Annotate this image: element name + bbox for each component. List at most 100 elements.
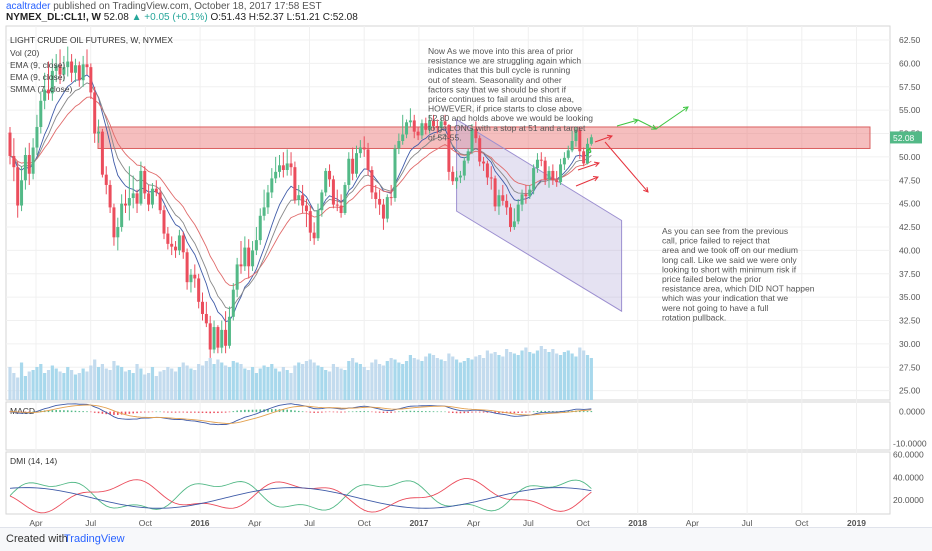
candle-body xyxy=(512,221,516,228)
macd-histogram-bar xyxy=(267,409,269,413)
candle-body xyxy=(251,250,255,267)
candle-body xyxy=(401,134,405,142)
volume-bar xyxy=(170,368,174,400)
macd-histogram-bar xyxy=(213,411,215,414)
candle-body xyxy=(16,167,20,206)
macd-histogram-bar xyxy=(374,411,377,413)
macd-histogram-bar xyxy=(47,410,50,413)
candle-body xyxy=(582,151,586,164)
volume-bar xyxy=(585,355,590,400)
macd-histogram-bar xyxy=(286,409,288,413)
candle-body xyxy=(62,67,66,75)
candle-body xyxy=(278,165,281,172)
volume-bar xyxy=(231,361,235,400)
macd-histogram-bar xyxy=(536,411,539,413)
volume-bar xyxy=(96,367,101,400)
macd-histogram-bar xyxy=(321,411,323,413)
volume-bar xyxy=(81,368,85,400)
legend-entry: SMMA (7, close) xyxy=(10,84,73,94)
dmi-plus-line xyxy=(9,479,592,512)
volume-bar xyxy=(385,361,389,400)
volume-bar xyxy=(493,352,497,400)
footer: Created with TradingView xyxy=(0,527,932,551)
macd-histogram-bar xyxy=(324,411,327,413)
volume-bar xyxy=(374,359,378,400)
price-tick-label: 37.50 xyxy=(899,269,921,279)
volume-bar xyxy=(104,368,108,400)
candle-body xyxy=(447,125,451,172)
candle-body xyxy=(220,329,224,348)
ema-line xyxy=(9,74,592,323)
candle-body xyxy=(405,122,409,135)
candle-body xyxy=(212,327,216,350)
volume-bar xyxy=(27,371,31,400)
macd-histogram-bar xyxy=(486,411,489,413)
volume-bar xyxy=(200,365,205,400)
volume-bar xyxy=(397,362,401,400)
candle-body xyxy=(293,167,297,200)
macd-histogram-bar xyxy=(482,411,485,413)
created-with: Created with xyxy=(6,533,68,545)
candle-body xyxy=(439,121,443,128)
candle-body xyxy=(97,131,101,134)
candle-body xyxy=(12,155,16,168)
macd-histogram-bar xyxy=(425,411,427,413)
macd-histogram-bar xyxy=(178,411,181,413)
candle-body xyxy=(147,193,151,205)
macd-pane-frame xyxy=(5,401,891,451)
tradingview-logo[interactable]: TradingView xyxy=(64,533,125,545)
candle-body xyxy=(470,128,474,152)
volume-bar xyxy=(297,362,301,400)
macd-signal-line xyxy=(9,404,592,424)
author-link[interactable]: acaltrader xyxy=(6,1,51,12)
price-tick-label: 25.00 xyxy=(899,386,921,396)
volume-bar xyxy=(335,367,339,400)
candle-body xyxy=(574,129,578,142)
chart-area[interactable]: Apr Jul Oct 2016 Apr Jul Oct 2017 Apr Jul Oct 2018 A… xyxy=(0,24,932,527)
macd-histogram-bar xyxy=(90,411,92,413)
volume-bar xyxy=(497,355,501,400)
macd-histogram-bar xyxy=(498,411,500,414)
volume-bar xyxy=(578,347,582,400)
macd-histogram-bar xyxy=(590,411,593,413)
volume-bar xyxy=(19,362,24,400)
volume-bar xyxy=(339,368,343,400)
macd-histogram-bar xyxy=(567,410,570,413)
volume-bar xyxy=(123,371,128,400)
volume-bar xyxy=(320,367,324,400)
candle-body xyxy=(170,243,174,247)
macd-histogram-bar xyxy=(201,411,204,413)
volume-bar xyxy=(370,362,374,400)
publish-text: published on TradingView.com, October 18… xyxy=(53,1,322,12)
arrow-head xyxy=(593,161,600,168)
candle-body xyxy=(478,138,482,162)
macd-histogram-bar xyxy=(421,411,423,413)
volume-bar xyxy=(354,362,359,400)
x-tick-label: Apr xyxy=(467,518,480,527)
price-tick-label: 27.50 xyxy=(899,362,921,372)
price-tick-label: 55.00 xyxy=(899,105,921,115)
candle-body xyxy=(204,313,208,324)
chart-background xyxy=(0,24,932,514)
macd-histogram-bar xyxy=(113,411,115,415)
candle-body xyxy=(324,170,328,193)
volume-bar xyxy=(166,367,170,400)
macd-histogram-bar xyxy=(82,411,84,413)
macd-histogram-bar xyxy=(271,409,273,413)
candle-body xyxy=(589,137,593,144)
candle-body xyxy=(189,274,193,283)
candle-body xyxy=(158,192,162,211)
macd-histogram-bar xyxy=(66,410,69,413)
volume-bar xyxy=(235,362,239,400)
x-tick-label: Apr xyxy=(686,518,699,527)
candle-body xyxy=(27,155,31,174)
x-tick-label: Oct xyxy=(795,518,809,527)
candle-body xyxy=(77,65,81,81)
candle-body xyxy=(66,61,70,68)
macd-histogram-bar xyxy=(32,411,34,413)
macd-histogram-bar xyxy=(170,411,173,413)
volume-bar xyxy=(135,364,139,400)
volume-bar xyxy=(158,371,162,400)
volume-bar xyxy=(451,356,455,400)
price-tick-label: 40.00 xyxy=(899,245,921,255)
